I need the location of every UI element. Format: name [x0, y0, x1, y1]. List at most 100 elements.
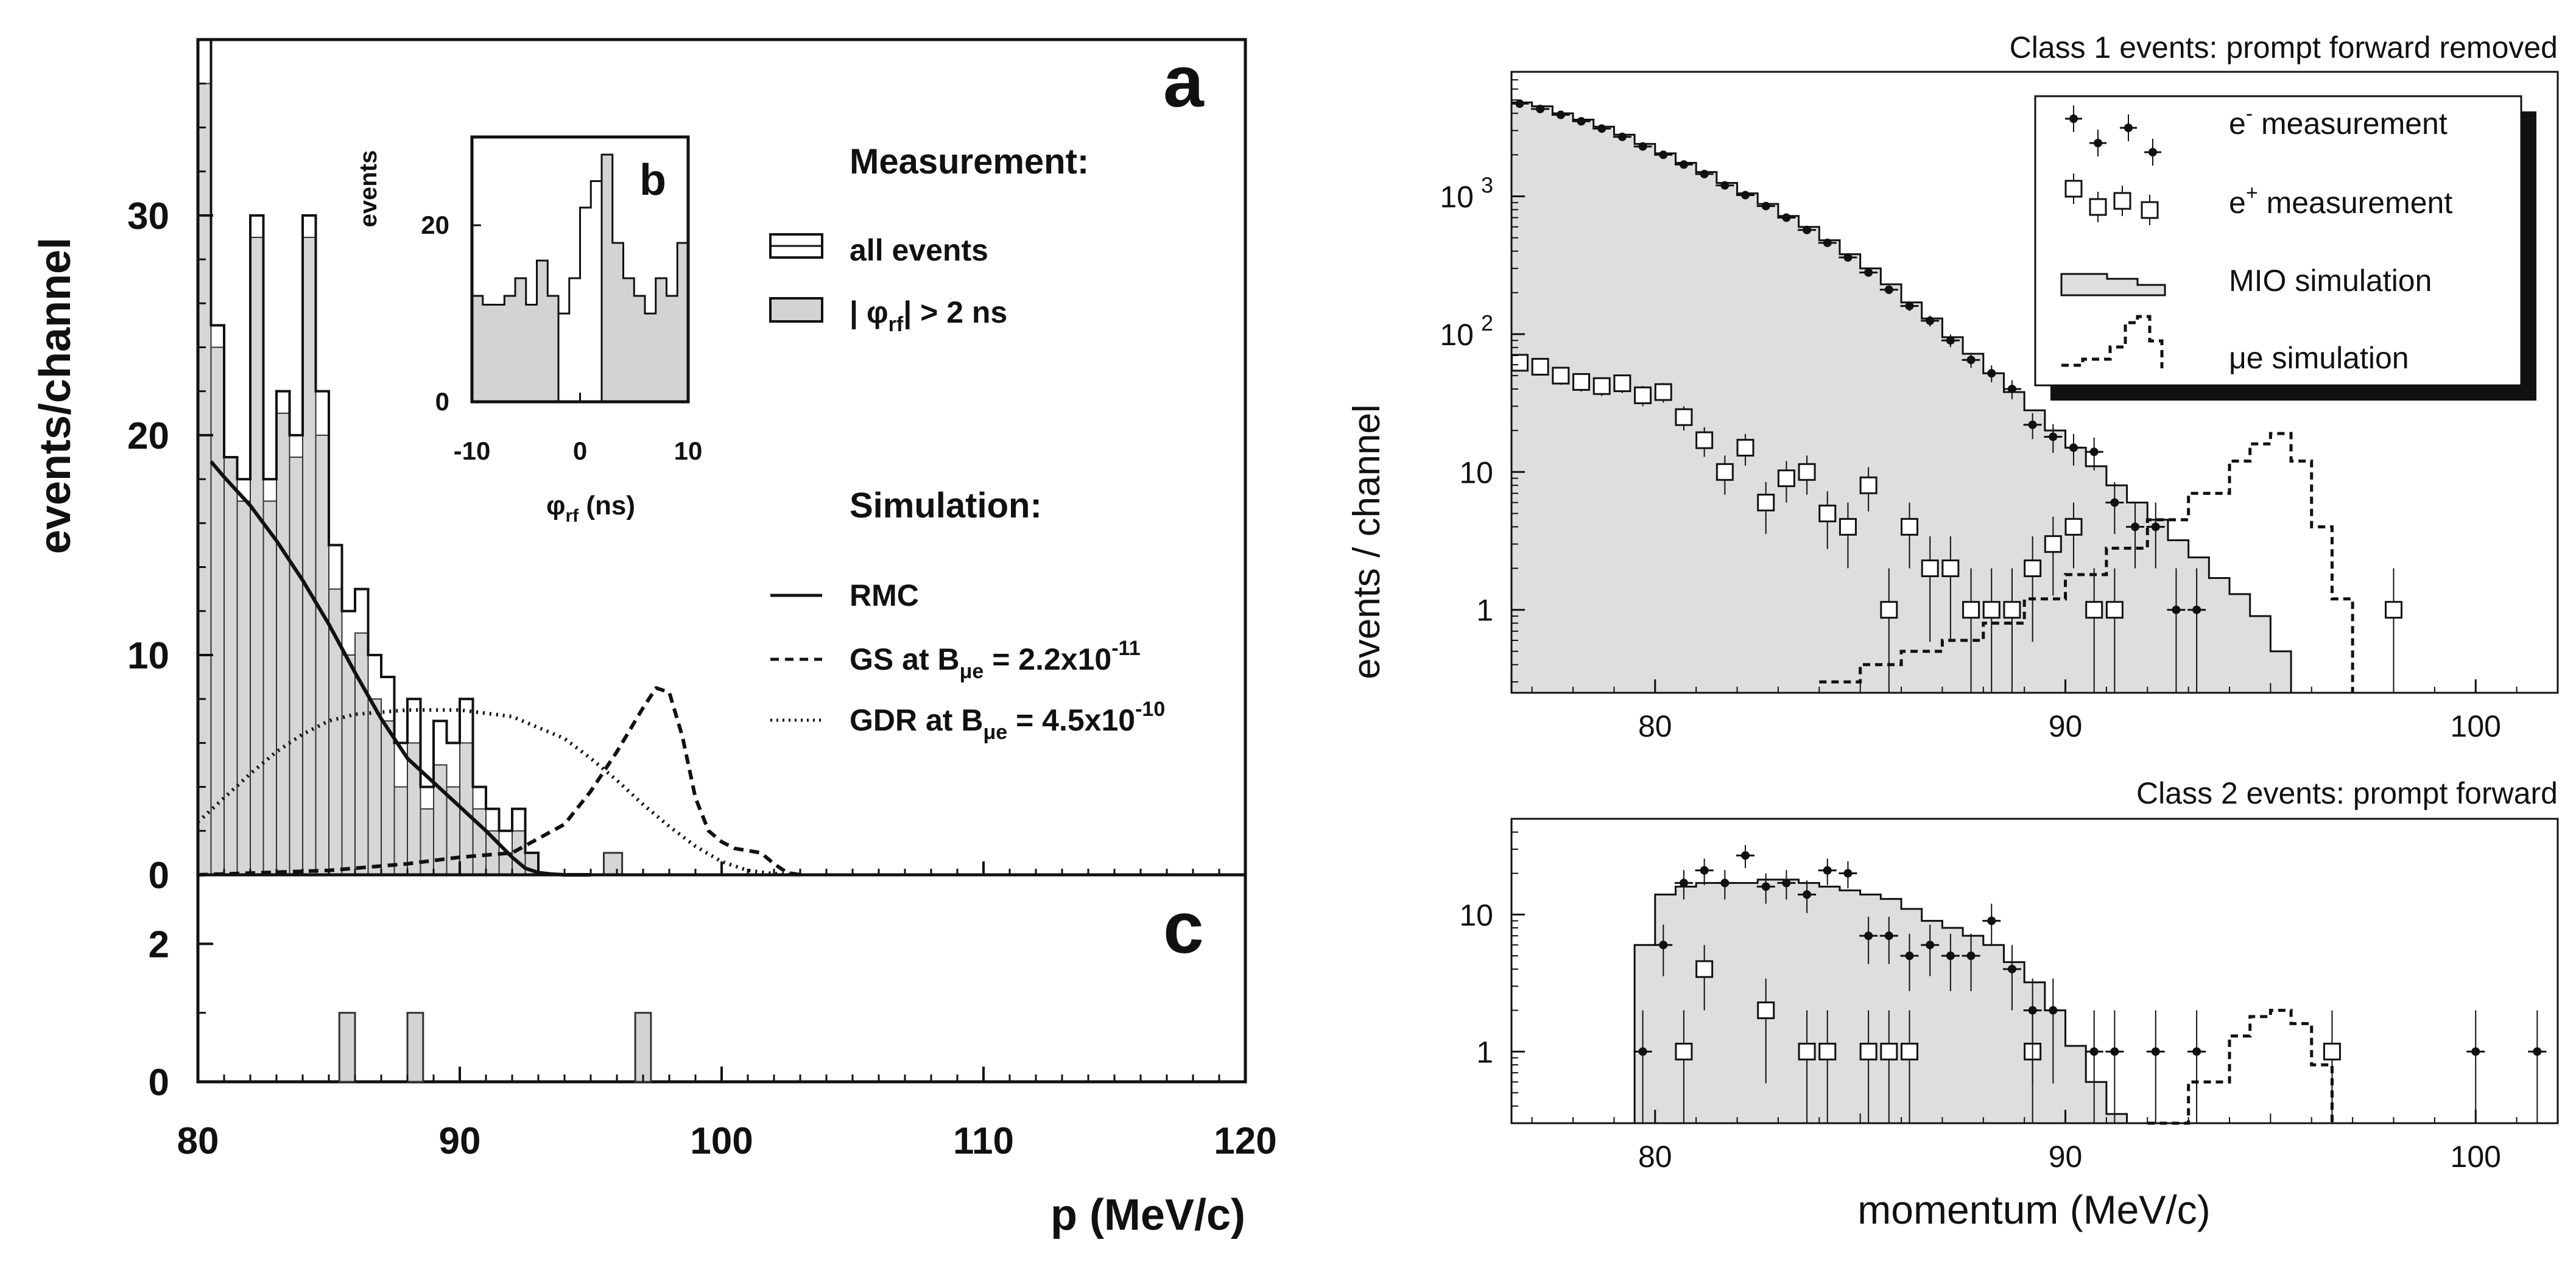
b-bar: [580, 208, 591, 402]
class1-eplus-point: [1531, 357, 1549, 376]
a-shaded-bar: [210, 346, 225, 875]
class1-eminus-point: [1884, 285, 1893, 294]
class1-eplus-point: [1941, 559, 1960, 578]
legend-gs: GS at Bμe = 2.2x10-11: [850, 637, 1141, 683]
b-xtick-label: 0: [573, 436, 587, 465]
class1-eminus-point: [1761, 202, 1770, 211]
class2-eminus-point: [1946, 952, 1955, 961]
class1-xtick-label: 90: [2049, 709, 2083, 743]
b-bar: [645, 314, 656, 402]
class1-eminus-point: [2028, 420, 2037, 429]
class2-mio-histogram: [1633, 878, 2128, 1124]
class1-eplus-point: [1634, 386, 1652, 404]
a-shaded-bar: [354, 632, 369, 876]
class1-eminus-point: [1536, 105, 1545, 114]
class2-ytick-label: 10: [1459, 898, 1493, 932]
class1-eplus-point: [1654, 383, 1672, 401]
legend-eminus-point: [2094, 139, 2102, 147]
class1-eplus-point: [1510, 354, 1529, 372]
b-bar: [482, 304, 494, 402]
class1-eplus-point: [2044, 535, 2062, 553]
legend-mue-swatch: [2061, 315, 2164, 368]
class2-eminus-point: [1782, 878, 1791, 888]
a-shaded-bar: [603, 852, 624, 876]
class1-eplus-point: [1798, 463, 1816, 481]
class2-eminus-point: [1966, 952, 1976, 961]
legend-eminus-point: [2069, 114, 2078, 123]
class2-eplus-point: [2323, 1042, 2341, 1060]
panel-b-letter: b: [639, 156, 666, 205]
class2-eminus-point: [1659, 941, 1668, 950]
class1-eplus-point: [2024, 559, 2042, 578]
b-ylabel: events: [355, 150, 382, 228]
class1-eplus-point: [1818, 504, 1837, 522]
b-ytick-label: 20: [421, 211, 449, 239]
class1-eminus-point: [1987, 369, 1996, 378]
class2-eminus-point: [1843, 869, 1853, 878]
b-bar: [547, 296, 558, 402]
a-all-events-histogram: [197, 38, 540, 875]
class1-eplus-point: [1695, 431, 1714, 449]
class1-eminus-point: [1515, 99, 1524, 108]
a-all-events-line: [197, 38, 540, 875]
class2-eminus-point: [2192, 1047, 2201, 1056]
class2-eplus-point: [1859, 1042, 1877, 1060]
a-shaded-bar: [393, 786, 408, 876]
class2-eminus-point: [2533, 1047, 2542, 1056]
b-bar: [493, 304, 505, 402]
a-shaded-bar: [223, 457, 238, 875]
class1-eminus-point: [1946, 336, 1955, 345]
class1-mio-histogram: [1510, 101, 2292, 694]
legend-eminus-swatch: [2065, 105, 2161, 166]
class1-eminus-point: [1577, 117, 1586, 126]
panel-c-letter: c: [1163, 887, 1204, 969]
class1-eminus-point: [1843, 253, 1853, 262]
class1-eminus-points: [1510, 99, 2206, 693]
class1-eminus-point: [1679, 160, 1688, 169]
class2-eminus-point: [1761, 882, 1770, 891]
b-bar: [634, 296, 645, 402]
a-ytick-label: 10: [127, 635, 169, 677]
legend-eplus-label: e+ measurement: [2229, 181, 2452, 220]
class1-eplus-point: [2105, 601, 2124, 619]
a-ytick-label: 30: [127, 195, 169, 237]
b-ytick-label: 0: [435, 387, 449, 416]
a-shaded-bar: [250, 236, 264, 875]
legend-eplus-point: [2064, 180, 2083, 198]
a-ytick-label: 0: [149, 855, 169, 897]
b-bar: [558, 314, 569, 402]
a-ylabel: events/channel: [31, 237, 80, 554]
class1-eminus-point: [1823, 238, 1832, 247]
class2-eminus-point: [1638, 1047, 1647, 1056]
class1-eplus-point: [1982, 601, 2001, 619]
legend-mue-label: μe simulation: [2229, 341, 2409, 375]
class2-eplus-point: [1880, 1042, 1898, 1060]
a-simulation-curves: [196, 460, 801, 877]
right-figure: Class 1 events: prompt forward removed 8…: [1346, 30, 2559, 1232]
a-shaded-bar: [236, 500, 251, 875]
class2-eminus-point: [2110, 1047, 2119, 1056]
a-shaded-bar: [276, 412, 290, 875]
a-shaded-bar: [289, 457, 303, 875]
legend-mio-label: MIO simulation: [2229, 264, 2432, 298]
panel-a-letter: a: [1163, 41, 1205, 122]
class1-eplus-point: [2385, 601, 2403, 619]
legend-eplus-swatch: [2064, 174, 2159, 225]
class2-title: Class 2 events: prompt forward: [2136, 776, 2558, 810]
class2-panel: Class 2 events: prompt forward 80 90 100 1 1…: [1459, 776, 2559, 1232]
class1-eplus-point: [2085, 601, 2103, 619]
class1-eminus-point: [1803, 225, 1812, 234]
class2-eminus-point: [2151, 1047, 2160, 1056]
class1-legend-box: [2034, 95, 2522, 387]
class1-eplus-point: [1572, 373, 1591, 391]
class1-eplus-point: [2003, 601, 2021, 619]
c-xlabel: p (MeV/c): [1050, 1191, 1245, 1239]
legend-eplus-point: [2089, 198, 2107, 216]
class1-eminus-point: [2110, 498, 2119, 507]
class2-eplus-point: [1901, 1042, 1919, 1060]
b-bar: [602, 155, 613, 402]
b-bar: [666, 296, 678, 402]
class1-ytick-exponent: 3: [1481, 172, 1493, 197]
